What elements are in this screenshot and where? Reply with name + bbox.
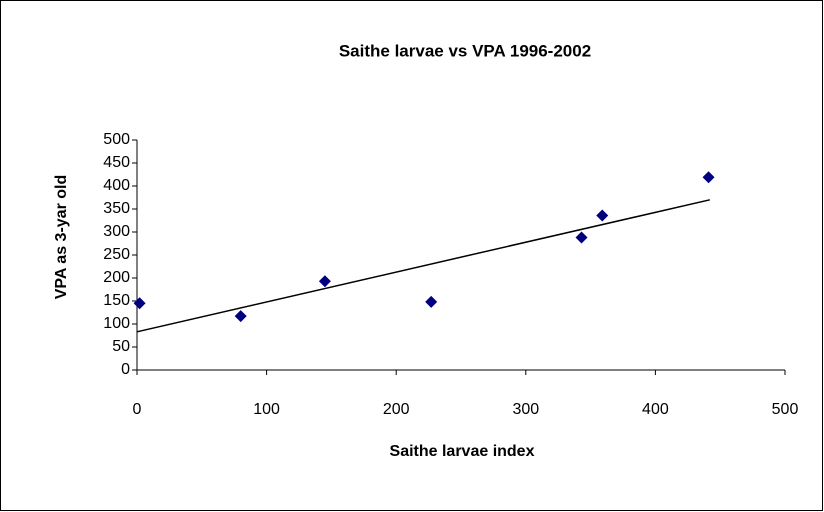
y-tick-label: 400 [103, 177, 130, 194]
point [596, 209, 609, 222]
x-axis-title: Saithe larvae index [390, 443, 535, 460]
point [425, 295, 438, 308]
y-tick-label: 0 [121, 361, 130, 378]
trendline [136, 199, 711, 333]
point [575, 231, 588, 244]
y-tick-label: 100 [103, 315, 130, 332]
y-tick-label: 500 [103, 131, 130, 148]
point [133, 297, 146, 310]
y-tick-label: 250 [103, 246, 130, 263]
y-axis-title: VPA as 3-yar old [53, 175, 70, 300]
x-tick-label: 100 [253, 401, 280, 418]
x-tick-label: 500 [772, 401, 799, 418]
y-tick-label: 300 [103, 223, 130, 240]
y-tick-label: 50 [112, 338, 130, 355]
x-tick-label: 300 [512, 401, 539, 418]
y-tick-label: 350 [103, 200, 130, 217]
y-tick-label: 200 [103, 269, 130, 286]
chart-title: Saithe larvae vs VPA 1996-2002 [339, 41, 591, 60]
x-tick-label: 200 [383, 401, 410, 418]
point [318, 275, 331, 288]
x-tick-label: 400 [642, 401, 669, 418]
y-tick-label: 450 [103, 154, 130, 171]
point [702, 171, 715, 184]
y-tick-label: 150 [103, 292, 130, 309]
point [234, 310, 247, 323]
x-tick-label: 0 [133, 401, 142, 418]
